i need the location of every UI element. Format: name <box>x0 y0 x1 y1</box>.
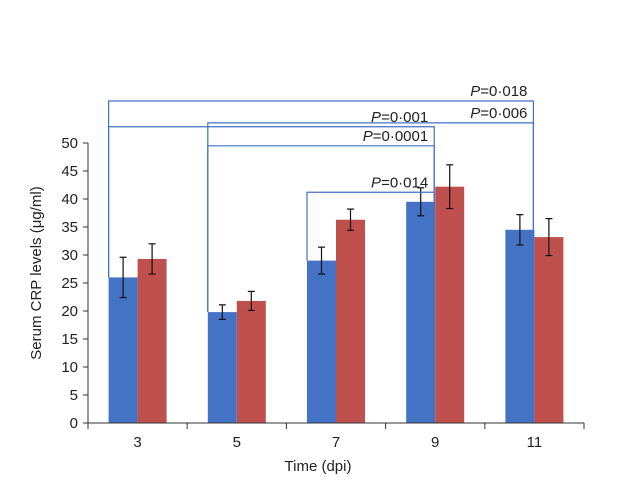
bar-series2-7 <box>336 219 365 423</box>
y-tick-label: 20 <box>61 303 78 320</box>
bracket-5-vs-11 <box>207 122 535 313</box>
bar-series1-11 <box>505 229 535 423</box>
p-value-label: P=0·018 <box>470 83 527 100</box>
y-tick-label: 15 <box>61 331 78 348</box>
error-bar-series1-7 <box>318 246 325 275</box>
y-tick-label: 50 <box>61 135 78 152</box>
x-tick-label: 9 <box>431 434 439 451</box>
x-tick-label: 11 <box>527 434 543 451</box>
bar-series2-11 <box>534 237 564 423</box>
y-tick-label: 35 <box>61 219 78 236</box>
error-bar-series1-5 <box>218 304 226 320</box>
bar-series1-9 <box>406 201 436 423</box>
x-tick-label: 7 <box>332 434 340 451</box>
error-bar-series1-3 <box>119 256 127 299</box>
y-axis-title: Serum CRP levels (μg/ml) <box>28 186 45 359</box>
bars-and-error-bars <box>108 164 564 423</box>
y-tick-label: 10 <box>61 359 78 376</box>
p-value-label: P=0·014 <box>371 174 428 191</box>
x-tick-label: 3 <box>133 434 141 451</box>
bracket-5-vs-9 <box>207 145 435 313</box>
y-tick-label: 45 <box>61 163 78 180</box>
bracket-7-vs-9 <box>306 191 435 261</box>
x-axis-title: Time (dpi) <box>285 458 352 475</box>
bar-series1-7 <box>307 260 336 423</box>
bar-series1-5 <box>207 312 237 423</box>
p-value-label: P=0·0001 <box>363 128 428 145</box>
y-tick-label: 0 <box>70 415 78 432</box>
error-bar-series2-11 <box>545 218 553 257</box>
y-tick-label: 5 <box>70 387 78 404</box>
p-value-label: P=0·001 <box>371 109 428 126</box>
bar-series2-5 <box>236 300 266 423</box>
y-tick-label: 40 <box>61 191 78 208</box>
error-bar-series2-7 <box>347 208 354 231</box>
error-bar-series1-11 <box>516 214 524 246</box>
error-bar-series2-3 <box>148 243 156 275</box>
bar-series1-3 <box>108 277 138 423</box>
y-tick-label: 30 <box>61 247 78 264</box>
bar-series2-9 <box>435 186 465 423</box>
p-value-label: P=0·006 <box>470 105 527 122</box>
error-bar-series2-5 <box>247 290 255 312</box>
bar-series2-3 <box>137 258 167 423</box>
error-bar-series2-9 <box>446 164 454 210</box>
y-tick-label: 25 <box>61 275 78 292</box>
x-tick-label: 5 <box>233 434 241 451</box>
significance-brackets: P=0·018 P=0·001 P=0·006 P=0·0001 P=0·014 <box>107 83 535 313</box>
bracket-3-vs-9 <box>107 126 435 278</box>
